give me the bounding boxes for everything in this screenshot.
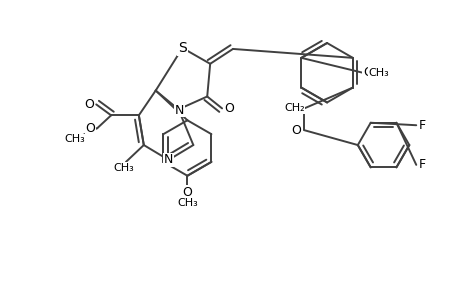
- Text: CH₃: CH₃: [368, 68, 388, 78]
- Text: O: O: [182, 186, 192, 199]
- Text: O: O: [291, 124, 301, 137]
- Text: O: O: [85, 122, 95, 135]
- Text: S: S: [178, 41, 186, 55]
- Text: O: O: [224, 102, 234, 115]
- Text: F: F: [418, 119, 425, 132]
- Text: O: O: [84, 98, 94, 111]
- Text: N: N: [174, 104, 184, 117]
- Text: N: N: [163, 153, 173, 167]
- Text: F: F: [418, 158, 425, 171]
- Text: O: O: [362, 66, 372, 79]
- Text: CH₃: CH₃: [177, 197, 197, 208]
- Text: CH₃: CH₃: [113, 163, 134, 173]
- Text: CH₃: CH₃: [64, 134, 84, 144]
- Text: CH₂: CH₂: [284, 103, 304, 113]
